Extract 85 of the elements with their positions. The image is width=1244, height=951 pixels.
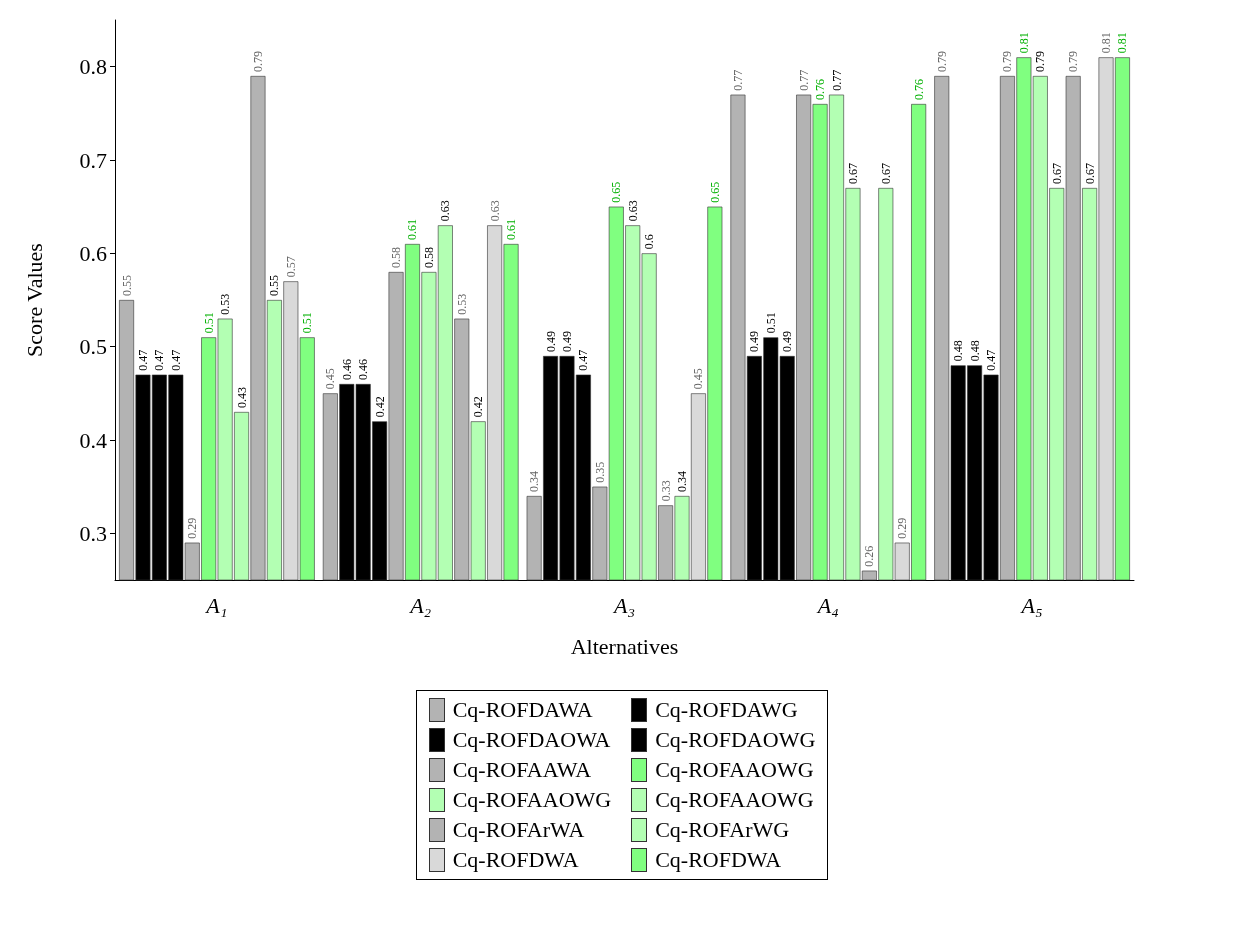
data-label: 0.61 [504, 219, 519, 240]
data-label: 0.35 [592, 461, 607, 483]
legend-label: Cq-ROFDAWG [655, 697, 798, 723]
y-tick-label: 0.5 [79, 334, 107, 360]
data-label: 0.42 [372, 396, 387, 418]
data-label: 0.33 [658, 480, 673, 502]
legend-label: Cq-ROFAAOWG [452, 787, 612, 813]
data-label: 0.43 [234, 387, 249, 408]
data-label: 0.81 [1115, 32, 1130, 54]
data-label: 0.47 [576, 349, 591, 371]
data-label: 0.47 [135, 349, 150, 371]
data-label: 0.47 [984, 349, 999, 371]
data-label: 0.49 [543, 331, 558, 352]
data-label: 0.46 [339, 359, 354, 380]
data-label: 0.46 [356, 359, 371, 380]
data-label: 0.79 [250, 51, 265, 72]
legend-label: Cq-ROFDAOWG [655, 727, 816, 753]
data-label: 0.79 [1000, 51, 1015, 72]
x-tick-label: A₁ [204, 592, 228, 618]
x-axis-title: Alternatives [570, 633, 679, 659]
data-label: 0.53 [454, 293, 469, 315]
data-label: 0.77 [829, 69, 844, 91]
data-label: 0.67 [1082, 163, 1097, 184]
data-label: 0.47 [168, 349, 183, 371]
data-label: 0.81 [1099, 32, 1114, 54]
x-tick-label: A₃ [611, 592, 636, 618]
data-label: 0.67 [1049, 163, 1064, 184]
data-label: 0.57 [283, 256, 298, 278]
data-label: 0.26 [862, 545, 877, 567]
legend-label: Cq-ROFAAWA [452, 757, 592, 783]
data-label: 0.51 [300, 312, 315, 334]
data-label: 0.65 [707, 181, 722, 203]
data-label: 0.45 [323, 368, 338, 390]
data-label: 0.67 [845, 163, 860, 184]
y-tick-label: 0.6 [79, 240, 107, 266]
data-label: 0.51 [201, 312, 216, 334]
data-label: 0.81 [1016, 32, 1031, 54]
data-label: 0.79 [1033, 51, 1048, 72]
data-label: 0.63 [438, 200, 453, 222]
data-label: 0.51 [763, 312, 778, 334]
data-label: 0.58 [421, 247, 436, 268]
data-label: 0.55 [119, 275, 134, 296]
y-tick-label: 0.8 [79, 54, 107, 80]
data-label: 0.65 [609, 181, 624, 203]
x-tick-label: A₂ [408, 592, 432, 618]
y-tick-label: 0.4 [79, 427, 107, 453]
data-label: 0.48 [951, 340, 966, 362]
data-label: 0.63 [625, 200, 640, 222]
legend-label: Cq-ROFDAOWA [452, 727, 611, 753]
data-label: 0.47 [152, 349, 167, 371]
data-label: 0.53 [218, 293, 233, 315]
data-label: 0.49 [560, 331, 574, 352]
data-label: 0.76 [813, 79, 828, 100]
x-tick-label: A₄ [815, 592, 839, 618]
legend-label: Cq-ROFArWG [655, 817, 790, 843]
y-axis-title: Score Values [21, 243, 47, 357]
data-label: 0.34 [675, 471, 689, 492]
data-label: 0.58 [389, 247, 404, 268]
legend-label: Cq-ROFArWA [452, 817, 585, 843]
data-label: 0.34 [527, 471, 542, 492]
data-label: 0.45 [691, 368, 706, 390]
data-label: 0.79 [1066, 51, 1081, 72]
data-label: 0.6 [642, 234, 657, 250]
data-label: 0.77 [796, 69, 811, 91]
data-label: 0.77 [730, 69, 745, 91]
legend-label: Cq-ROFAAOWG [655, 757, 814, 783]
y-tick-label: 0.3 [79, 520, 107, 546]
data-label: 0.49 [747, 331, 762, 352]
legend-label: Cq-ROFAAOWG [655, 787, 814, 813]
legend-label: Cq-ROFDWA [655, 847, 782, 873]
data-label: 0.42 [471, 396, 486, 418]
data-label: 0.29 [185, 517, 200, 539]
data-label: 0.67 [878, 163, 893, 184]
data-label: 0.79 [934, 51, 949, 72]
data-label: 0.29 [895, 517, 910, 539]
data-label: 0.55 [267, 275, 282, 296]
legend-label: Cq-ROFDAWA [452, 697, 593, 723]
x-tick-label: A₅ [1019, 592, 1043, 618]
data-label: 0.61 [405, 219, 420, 240]
data-label: 0.63 [487, 200, 502, 222]
data-label: 0.49 [780, 331, 795, 352]
data-label: 0.48 [967, 340, 982, 362]
legend-label: Cq-ROFDWA [452, 847, 579, 873]
data-label: 0.76 [911, 79, 926, 100]
y-tick-label: 0.7 [79, 147, 107, 173]
